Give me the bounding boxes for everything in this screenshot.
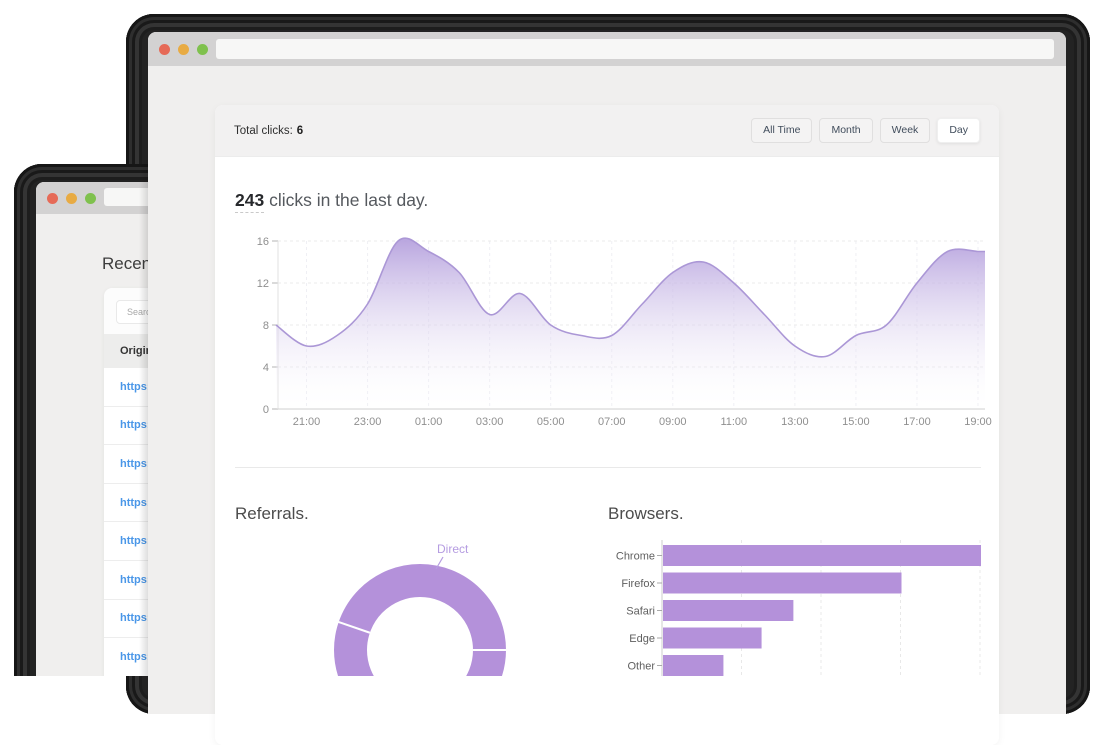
clicks-headline-text: clicks in the last day. — [264, 190, 429, 210]
table-row[interactable]: https:// — [104, 599, 148, 639]
link-url[interactable]: https:// — [120, 380, 148, 393]
total-clicks-value: 6 — [296, 124, 304, 137]
table-row[interactable]: https:// — [104, 522, 148, 561]
svg-text:11:00: 11:00 — [720, 416, 747, 428]
close-window-icon[interactable] — [159, 44, 170, 55]
filter-month-button[interactable]: Month — [819, 118, 873, 143]
svg-text:Direct: Direct — [437, 542, 469, 556]
link-url[interactable]: https:// — [120, 650, 148, 663]
link-url[interactable]: https:// — [120, 535, 148, 548]
back-window-clip: Recent Original https:// https:// https:… — [0, 0, 148, 676]
recent-links-card: Original https:// https:// https:// http… — [104, 288, 148, 676]
section-divider — [235, 467, 981, 468]
svg-text:09:00: 09:00 — [659, 416, 687, 428]
table-row[interactable]: https:// — [104, 560, 148, 600]
back-address-bar[interactable] — [104, 188, 148, 206]
clicks-count: 243 — [235, 190, 265, 213]
front-window-chrome: Total clicks: 6 All Time Month Week Day … — [148, 32, 1066, 745]
dashboard-content: Total clicks: 6 All Time Month Week Day … — [148, 66, 1066, 745]
maximize-window-icon[interactable] — [197, 44, 208, 55]
svg-text:Other: Other — [627, 661, 655, 673]
time-filter-group: All Time Month Week Day — [751, 118, 980, 143]
table-row[interactable]: https:// — [104, 368, 148, 407]
card-body: 243 clicks in the last day. 21:00 23:00 01… — [215, 157, 999, 745]
filter-all-time-button[interactable]: All Time — [751, 118, 813, 143]
svg-text:4: 4 — [263, 362, 269, 374]
svg-text:01:00: 01:00 — [415, 416, 443, 428]
front-window-toolbar — [148, 32, 1066, 66]
table-row[interactable]: https:// — [104, 483, 148, 523]
svg-text:8: 8 — [263, 320, 269, 332]
link-url[interactable]: https:// — [120, 573, 148, 586]
filter-week-button[interactable]: Week — [879, 118, 931, 143]
link-url[interactable]: https:// — [120, 612, 148, 625]
svg-text:Safari: Safari — [626, 606, 655, 618]
table-row[interactable]: https:// — [104, 445, 148, 484]
close-window-icon[interactable] — [47, 193, 58, 204]
front-browser-window: Total clicks: 6 All Time Month Week Day … — [126, 14, 1090, 745]
total-clicks-label: Total clicks: — [234, 124, 293, 137]
referrals-donut-chart: Direct — [334, 542, 507, 676]
browsers-bar-chart: Chrome Firefox Safari Edge Other — [616, 540, 981, 676]
front-address-bar[interactable] — [216, 39, 1054, 59]
svg-text:07:00: 07:00 — [598, 416, 626, 428]
back-browser-window: Recent Original https:// https:// https:… — [14, 164, 148, 676]
svg-text:Firefox: Firefox — [621, 578, 655, 590]
svg-text:0: 0 — [263, 404, 269, 416]
link-url[interactable]: https:// — [120, 419, 148, 432]
link-url[interactable]: https:// — [120, 496, 148, 509]
svg-text:13:00: 13:00 — [781, 416, 809, 428]
back-window-chrome: Recent Original https:// https:// https:… — [36, 182, 148, 676]
referrals-section-title: Referrals. — [235, 504, 309, 523]
svg-text:12: 12 — [257, 278, 269, 290]
svg-text:05:00: 05:00 — [537, 416, 565, 428]
svg-text:17:00: 17:00 — [903, 416, 931, 428]
link-url[interactable]: https:// — [120, 457, 148, 470]
table-row[interactable]: https:// — [104, 406, 148, 446]
svg-text:16: 16 — [257, 236, 269, 248]
svg-text:Edge: Edge — [629, 633, 655, 645]
svg-text:21:00: 21:00 — [293, 416, 321, 428]
table-header-original-url: Original — [104, 334, 148, 368]
analytics-card: Total clicks: 6 All Time Month Week Day … — [215, 105, 999, 745]
minimize-window-icon[interactable] — [178, 44, 189, 55]
recent-links-heading: Recent — [102, 254, 148, 273]
back-traffic-lights — [47, 193, 96, 204]
search-input[interactable] — [116, 300, 148, 324]
clicks-headline: 243 clicks in the last day. — [235, 190, 429, 213]
front-traffic-lights — [159, 44, 208, 55]
svg-text:Chrome: Chrome — [616, 551, 655, 563]
stats-bar: Total clicks: 6 All Time Month Week Day — [215, 105, 999, 157]
minimize-window-icon[interactable] — [66, 193, 77, 204]
filter-day-button[interactable]: Day — [937, 118, 980, 143]
svg-text:23:00: 23:00 — [354, 416, 382, 428]
table-row[interactable]: https:// — [104, 638, 148, 676]
clicks-area-chart: 21:00 23:00 01:00 03:00 05:00 07:00 09:00 11:00… — [257, 236, 992, 428]
links-table: https:// https:// https:// https:// http… — [104, 368, 148, 676]
svg-text:19:00: 19:00 — [964, 416, 992, 428]
browsers-section-title: Browsers. — [608, 504, 684, 523]
svg-text:03:00: 03:00 — [476, 416, 504, 428]
maximize-window-icon[interactable] — [85, 193, 96, 204]
back-window-toolbar — [36, 182, 148, 214]
svg-text:15:00: 15:00 — [842, 416, 870, 428]
